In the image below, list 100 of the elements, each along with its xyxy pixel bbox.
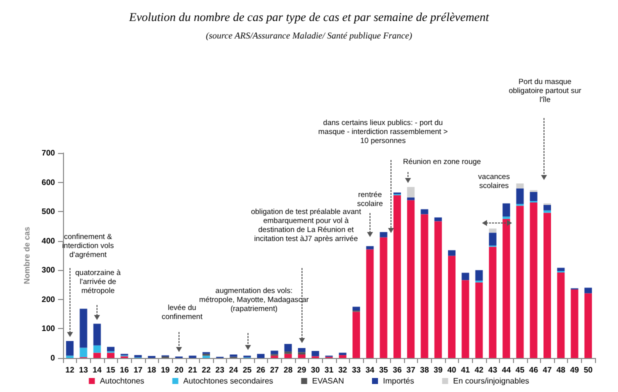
legend-label: EVASAN (312, 376, 344, 386)
bar (434, 217, 442, 222)
y-tick-label: 400 (42, 236, 56, 246)
x-tick-label: 44 (502, 366, 512, 374)
bar (270, 350, 278, 354)
bar (93, 352, 101, 358)
chart-title: Evolution du nombre de cas par type de cas et par semaine de prélèvement (128, 10, 490, 24)
x-tick-label: 14 (92, 366, 102, 374)
bar (380, 237, 388, 358)
bar (106, 346, 114, 352)
bar (544, 204, 552, 210)
bar (448, 256, 456, 358)
bar (230, 354, 238, 357)
x-tick-label: 28 (284, 366, 294, 374)
y-tick-label: 500 (42, 207, 56, 216)
x-tick-label: 50 (584, 366, 594, 374)
x-tick-label: 22 (202, 366, 212, 374)
bar (80, 348, 88, 358)
x-tick-label: 47 (542, 366, 552, 374)
y-tick-label: 100 (42, 324, 56, 334)
y-tick-label: 200 (42, 294, 56, 304)
x-tick-label: 25 (242, 366, 252, 374)
legend-label: En cours/injoignables (453, 376, 530, 386)
bar (66, 341, 74, 356)
bar (93, 345, 101, 353)
legend-label: Importés (383, 376, 414, 386)
x-tick-label: 17 (134, 366, 144, 374)
x-tick-label: 15 (106, 366, 116, 374)
bar (257, 354, 265, 358)
bar (380, 232, 388, 238)
bar (488, 232, 496, 246)
x-tick-label: 45 (516, 366, 525, 374)
bar (557, 272, 565, 358)
bar (488, 228, 496, 233)
x-tick-label: 21 (188, 366, 198, 374)
y-tick-label: 0 (50, 354, 56, 362)
bar (407, 186, 415, 198)
bar (570, 289, 578, 358)
x-tick-label: 13 (79, 366, 88, 374)
bar (407, 198, 415, 200)
bar (366, 246, 374, 250)
x-tick-label: 20 (174, 366, 184, 374)
bar (516, 206, 524, 358)
bar (420, 209, 428, 214)
bar (312, 350, 320, 356)
x-tick-label: 24 (229, 366, 239, 374)
bar (284, 354, 292, 358)
x-tick-label: 30 (310, 366, 320, 374)
bar (352, 306, 360, 311)
x-tick-label: 37 (406, 366, 416, 374)
y-tick-label: 700 (42, 148, 56, 158)
bar (106, 352, 114, 358)
bar (502, 203, 510, 217)
bar (407, 200, 415, 358)
bar (584, 293, 592, 358)
x-tick-label: 39 (434, 366, 444, 374)
x-tick-label: 41 (460, 366, 470, 374)
y-tick-label: 600 (42, 178, 56, 187)
bar (488, 246, 496, 358)
bar (338, 355, 346, 358)
y-axis-title: Nombre de cas (22, 226, 32, 284)
x-tick-label: 16 (120, 366, 130, 374)
x-tick-label: 36 (392, 366, 402, 374)
bar (462, 280, 470, 358)
legend-label: Autochtones secondaires (183, 376, 274, 386)
bar (530, 192, 538, 202)
x-tick-label: 29 (297, 366, 307, 374)
x-tick-label: 19 (160, 366, 170, 374)
x-tick-label: 35 (379, 366, 389, 374)
bar (475, 270, 483, 281)
x-tick-label: 32 (338, 366, 348, 374)
bar (298, 354, 306, 358)
legend-label: Autochtones (100, 376, 144, 386)
bar (516, 188, 524, 204)
bar (475, 282, 483, 358)
bar (80, 308, 88, 348)
bar (393, 195, 401, 358)
x-tick-label: 38 (420, 366, 430, 374)
x-tick-label: 42 (474, 366, 484, 374)
x-tick-label: 46 (529, 366, 539, 374)
bar (284, 344, 292, 352)
bar (462, 272, 470, 280)
bar (366, 249, 374, 358)
x-tick-label: 31 (324, 366, 334, 374)
x-tick-label: 12 (65, 366, 75, 374)
x-tick-label: 27 (270, 366, 280, 374)
bar (584, 288, 592, 294)
bar (434, 221, 442, 358)
x-tick-label: 49 (570, 366, 580, 374)
x-tick-label: 48 (556, 366, 566, 374)
x-tick-label: 43 (488, 366, 498, 374)
x-tick-label: 26 (256, 366, 266, 374)
x-tick-label: 34 (365, 366, 375, 374)
bar (298, 348, 306, 352)
x-tick-label: 23 (215, 366, 225, 374)
bar (557, 268, 565, 272)
y-tick-label: 300 (42, 266, 56, 275)
x-tick-label: 18 (147, 366, 157, 374)
bar (516, 183, 524, 188)
bar (93, 324, 101, 346)
